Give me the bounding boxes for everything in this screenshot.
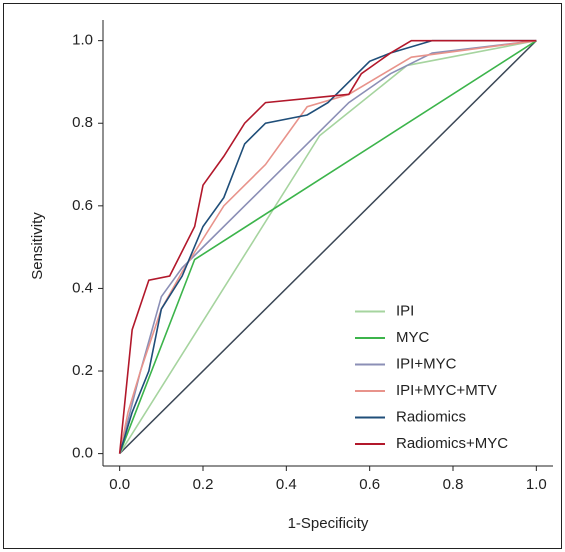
legend-label: Radiomics+MYC — [396, 435, 508, 452]
x-tick-label: 0.2 — [193, 476, 214, 493]
x-axis-title: 1-Specificity — [288, 515, 369, 532]
roc-line — [118, 39, 537, 454]
x-tick-label: 0.6 — [359, 476, 380, 493]
legend-label: IPI — [396, 302, 414, 319]
y-tick-label: 0.4 — [72, 279, 93, 296]
y-tick-label: 0.0 — [72, 445, 93, 462]
x-tick-label: 0.0 — [109, 476, 130, 493]
y-tick-label: 0.6 — [72, 197, 93, 214]
x-tick-label: 0.8 — [443, 476, 464, 493]
roc-line — [118, 39, 537, 454]
y-tick-label: 1.0 — [72, 32, 93, 49]
y-axis-title: Sensitivity — [29, 212, 46, 280]
x-tick-label: 1.0 — [526, 476, 547, 493]
legend-label: IPI+MYC — [396, 355, 457, 372]
x-tick-label: 0.4 — [276, 476, 297, 493]
y-tick-label: 0.2 — [72, 362, 93, 379]
legend-label: IPI+MYC+MTV — [396, 382, 497, 399]
y-tick-label: 0.8 — [72, 114, 93, 131]
reference-line — [119, 40, 537, 455]
roc-line — [118, 39, 537, 454]
frame — [3, 3, 562, 549]
legend-label: MYC — [396, 329, 430, 346]
roc-line — [118, 39, 537, 454]
roc-line — [118, 39, 537, 455]
roc-line — [118, 39, 537, 454]
legend-label: Radiomics — [396, 408, 466, 425]
